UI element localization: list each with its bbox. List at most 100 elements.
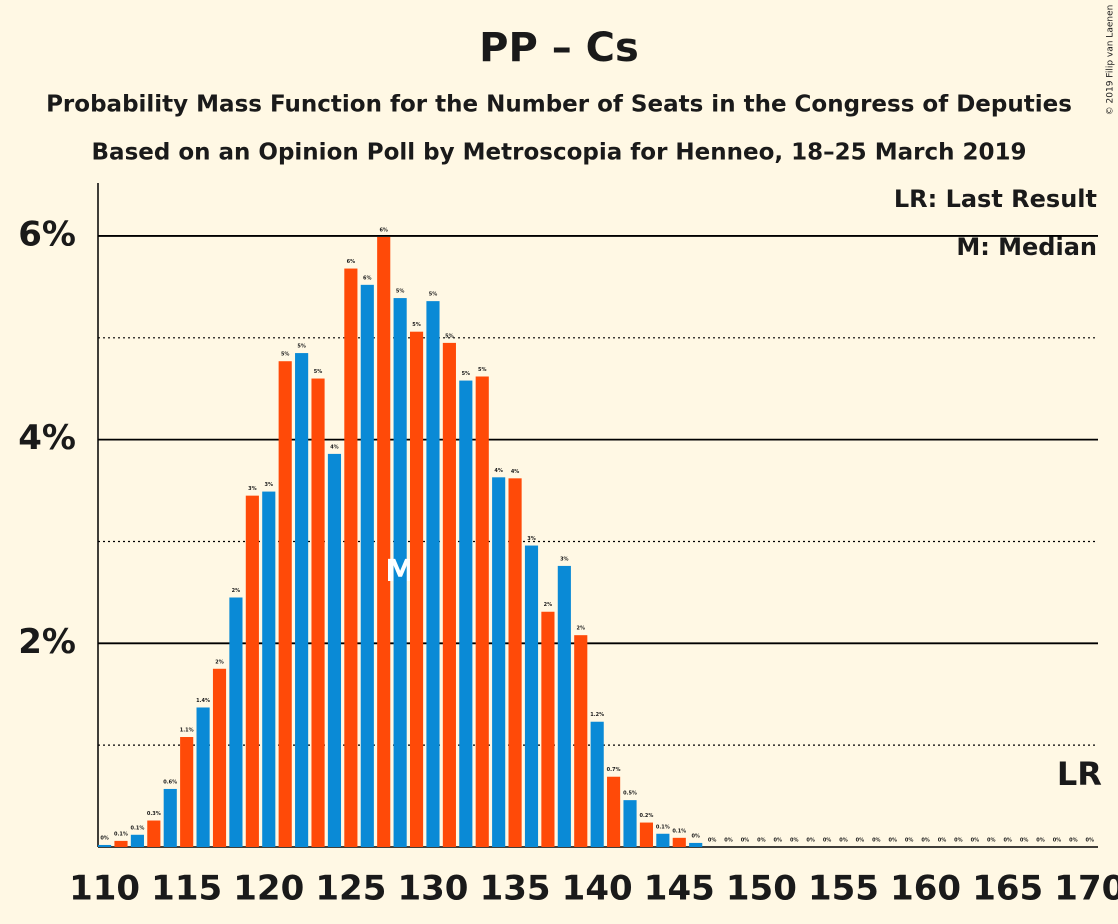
value-label: 6% <box>363 275 372 281</box>
bar <box>130 834 144 847</box>
bar <box>541 611 555 847</box>
bar <box>278 361 292 847</box>
value-label: 2% <box>232 588 241 594</box>
value-label: 3% <box>560 556 569 562</box>
bar <box>147 820 161 847</box>
value-label: 4% <box>511 469 520 475</box>
value-label: 5% <box>314 369 323 375</box>
value-label: 5% <box>478 367 487 373</box>
value-label: 0% <box>790 838 799 844</box>
bar <box>393 298 407 848</box>
bar <box>327 453 342 847</box>
bar <box>262 491 276 847</box>
x-tick-label: 155 <box>808 869 879 909</box>
bar <box>557 565 571 847</box>
value-label: 0.6% <box>163 779 177 785</box>
value-label: 0.7% <box>607 767 621 773</box>
bar <box>212 668 227 847</box>
value-label: 0% <box>938 838 947 844</box>
value-label: 3% <box>527 536 536 542</box>
y-tick-label: 2% <box>18 622 76 662</box>
bar <box>508 478 522 847</box>
value-label: 0.5% <box>623 791 637 797</box>
x-tick-label: 115 <box>151 869 222 909</box>
value-label: 5% <box>445 333 454 339</box>
value-label: 6% <box>347 259 356 265</box>
bar <box>524 545 539 847</box>
value-label: 0.1% <box>130 825 144 831</box>
bar <box>409 331 424 847</box>
x-tick-label: 160 <box>890 869 961 909</box>
y-tick-label: 6% <box>18 214 76 254</box>
value-label: 0% <box>774 838 783 844</box>
value-label: 0% <box>1053 838 1062 844</box>
bar <box>229 597 243 847</box>
value-label: 5% <box>297 344 306 350</box>
chart-subtitle: Based on an Opinion Poll by Metroscopia … <box>92 140 1027 166</box>
legend-entry: M: Median <box>956 233 1097 261</box>
bar <box>607 776 621 847</box>
bar <box>98 844 112 847</box>
value-label: 0% <box>823 838 832 844</box>
bar <box>442 342 456 847</box>
value-label: 0.1% <box>672 828 686 834</box>
value-label: 0.1% <box>114 831 128 837</box>
value-label: 0% <box>724 838 733 844</box>
bar <box>689 842 703 847</box>
value-label: 0% <box>691 833 700 839</box>
value-label: 5% <box>412 322 421 328</box>
value-label: 0% <box>872 838 881 844</box>
value-label: 4% <box>494 468 503 474</box>
value-label: 1.1% <box>180 728 194 734</box>
bar <box>311 378 325 847</box>
bar <box>672 837 686 847</box>
value-label: 0% <box>1020 838 1029 844</box>
bar <box>656 833 670 847</box>
bar <box>344 268 358 847</box>
value-label: 1.2% <box>590 712 604 718</box>
value-label: 0% <box>856 838 865 844</box>
value-label: 0.1% <box>656 824 670 830</box>
legend-entry: LR: Last Result <box>894 185 1097 213</box>
bar <box>114 840 128 847</box>
bar <box>377 236 391 847</box>
value-label: 3% <box>265 482 274 488</box>
value-label: 2% <box>577 626 586 632</box>
bar <box>196 707 210 847</box>
bar <box>426 301 440 847</box>
bar <box>180 737 194 847</box>
x-tick-label: 170 <box>1054 869 1118 909</box>
chart-title: PP – Cs <box>479 25 639 71</box>
bar <box>360 284 374 848</box>
value-label: 0% <box>987 838 996 844</box>
value-label: 0% <box>921 838 930 844</box>
value-label: 0% <box>1086 838 1095 844</box>
bar <box>492 477 506 847</box>
copyright: © 2019 Filip van Laenen <box>1106 5 1116 116</box>
value-label: 0% <box>757 838 766 844</box>
bar <box>295 353 309 847</box>
value-label: 0% <box>954 838 963 844</box>
x-tick-label: 110 <box>69 869 140 909</box>
bar <box>590 721 604 847</box>
bar <box>623 800 637 847</box>
x-tick-label: 150 <box>726 869 797 909</box>
value-label: 0% <box>806 838 815 844</box>
value-label: 5% <box>429 292 438 298</box>
value-label: 0% <box>839 838 848 844</box>
x-tick-label: 140 <box>562 869 633 909</box>
x-tick-label: 145 <box>644 869 715 909</box>
value-label: 5% <box>281 352 290 358</box>
value-label: 0% <box>741 838 750 844</box>
value-label: 6% <box>379 227 388 233</box>
bar <box>163 788 177 847</box>
bar <box>639 822 654 847</box>
x-tick-label: 135 <box>480 869 551 909</box>
value-label: 5% <box>462 371 471 377</box>
value-label: 5% <box>396 289 405 295</box>
value-label: 0% <box>1003 838 1012 844</box>
bar <box>459 380 473 847</box>
value-label: 0% <box>1036 838 1045 844</box>
x-tick-label: 125 <box>315 869 386 909</box>
